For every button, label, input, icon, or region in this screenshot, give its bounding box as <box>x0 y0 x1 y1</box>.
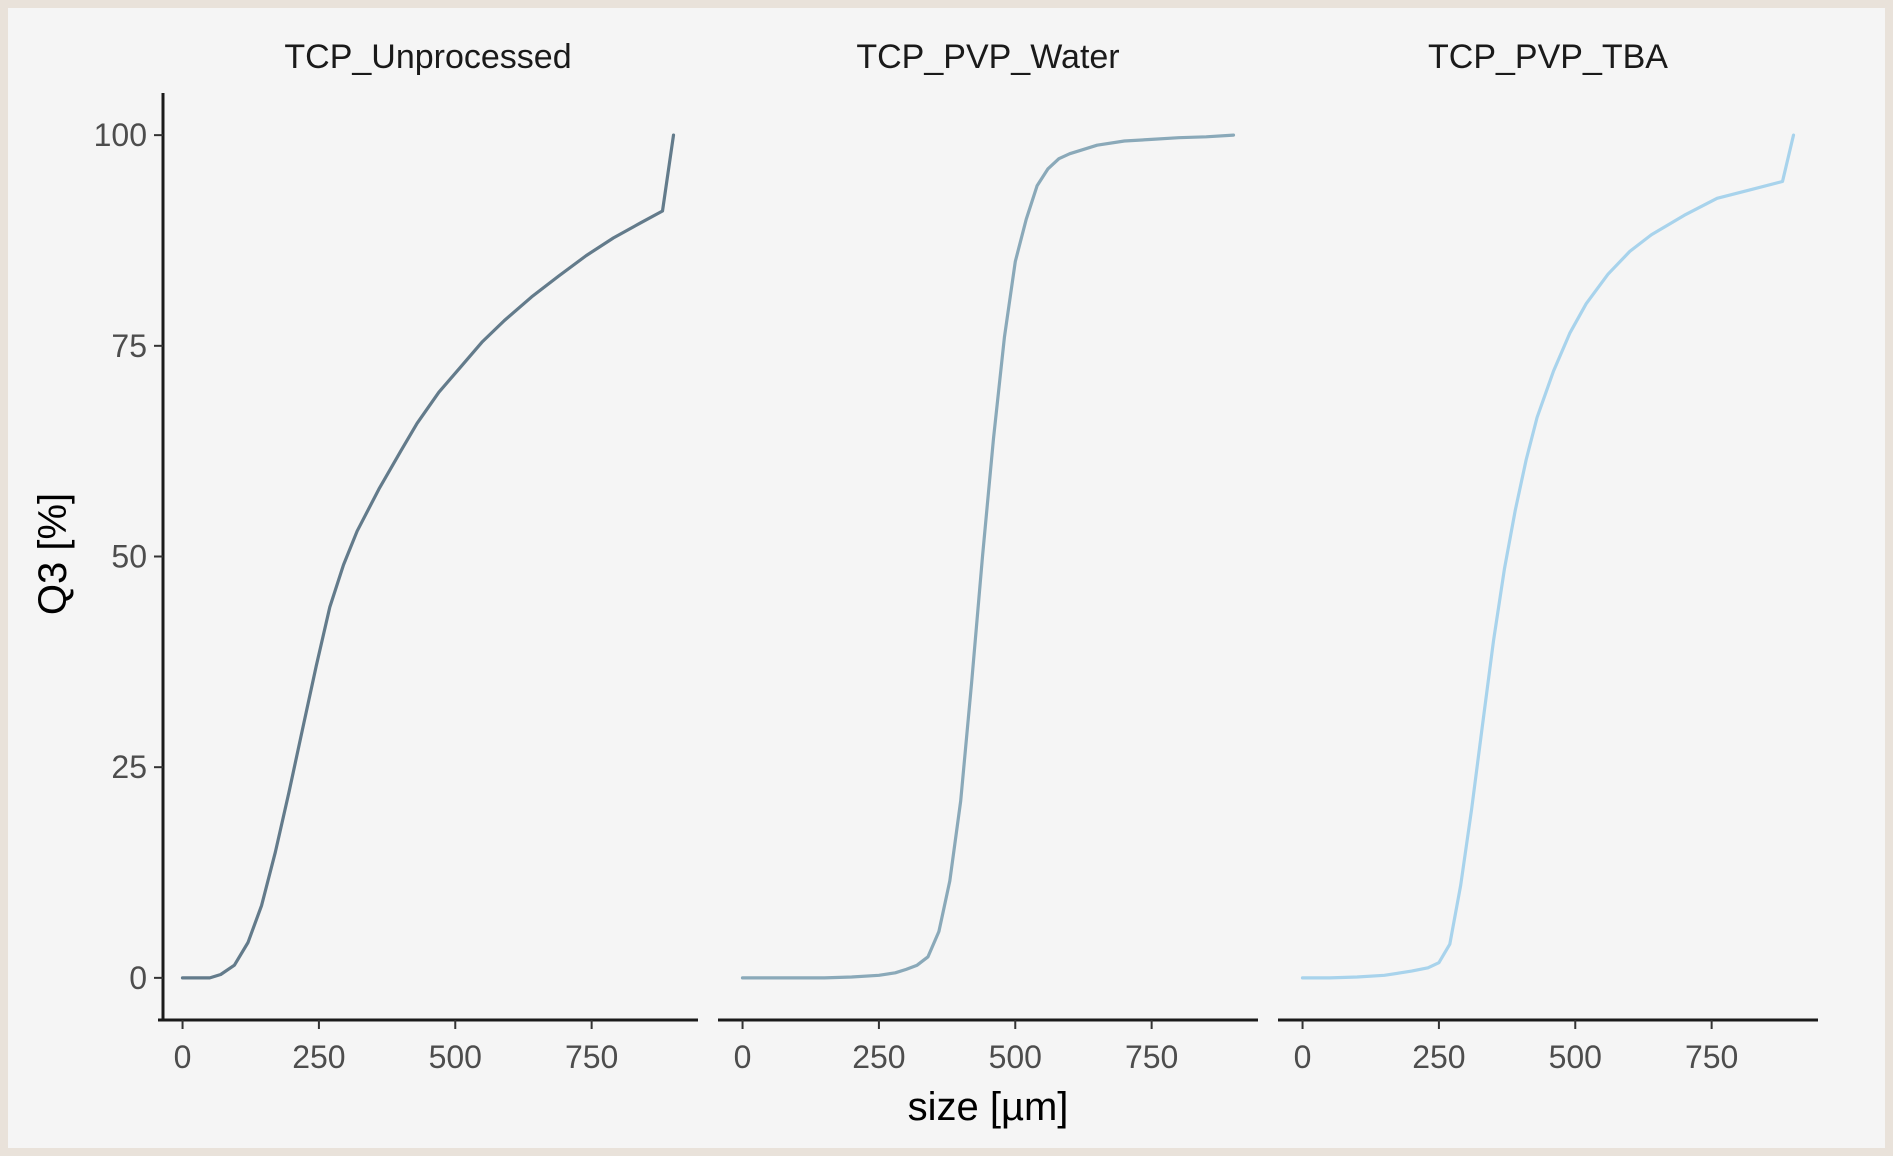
y-axis: 0 25 50 75 100 <box>94 93 165 1021</box>
panel-2: TCP_PVP_Water 0 250 500 750 <box>718 38 1258 1075</box>
x-tick-label: 250 <box>1412 1039 1465 1075</box>
x-tick-label: 500 <box>989 1039 1042 1075</box>
y-tick-label: 100 <box>94 117 147 153</box>
x-tick-label: 500 <box>1549 1039 1602 1075</box>
y-axis-title: Q3 [%] <box>31 493 75 615</box>
x-tick-label: 750 <box>1125 1039 1178 1075</box>
x-axis-title: size [µm] <box>908 1085 1069 1129</box>
y-tick-label: 0 <box>129 960 147 996</box>
x-tick-label: 0 <box>174 1039 192 1075</box>
x-tick-label: 750 <box>1685 1039 1738 1075</box>
series-line <box>740 133 1236 980</box>
panel-3: TCP_PVP_TBA 0 250 500 750 <box>1278 38 1818 1075</box>
x-tick-label: 250 <box>292 1039 345 1075</box>
y-tick-label: 75 <box>111 328 147 364</box>
panel-title: TCP_PVP_Water <box>856 38 1119 76</box>
panel-title: TCP_Unprocessed <box>284 38 571 76</box>
chart-frame: TCP_Unprocessed 0 250 500 750 TCP_PVP_Water 0 2… <box>8 8 1885 1148</box>
series-line <box>180 133 676 980</box>
panel-1: TCP_Unprocessed 0 250 500 750 <box>158 38 698 1075</box>
x-tick-label: 750 <box>565 1039 618 1075</box>
series-line <box>1300 133 1796 980</box>
panels: TCP_Unprocessed 0 250 500 750 TCP_PVP_Water 0 2… <box>158 38 1818 1075</box>
x-tick-label: 500 <box>429 1039 482 1075</box>
x-tick-label: 250 <box>852 1039 905 1075</box>
x-tick-label: 0 <box>734 1039 752 1075</box>
y-tick-label: 50 <box>111 539 147 575</box>
y-tick-label: 25 <box>111 749 147 785</box>
panel-title: TCP_PVP_TBA <box>1428 38 1668 76</box>
x-tick-label: 0 <box>1294 1039 1312 1075</box>
